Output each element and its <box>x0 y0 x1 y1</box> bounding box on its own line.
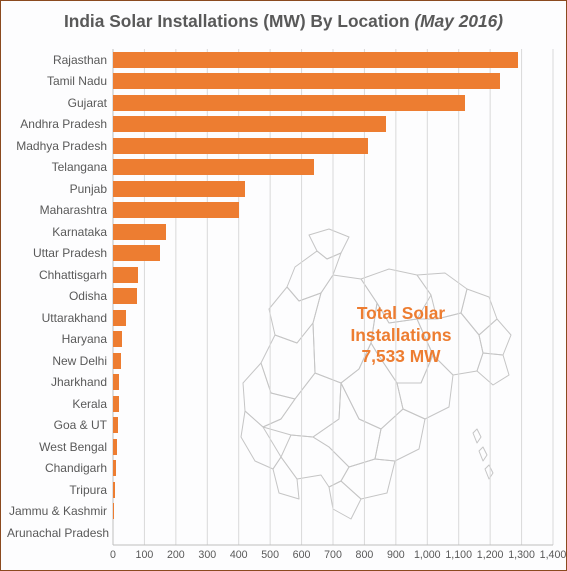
x-tick-label: 1,200 <box>477 549 504 561</box>
category-label: Maharashtra <box>7 203 107 217</box>
category-label: Telangana <box>7 160 107 174</box>
x-tick-label: 200 <box>167 549 185 561</box>
category-label: Karnataka <box>7 225 107 239</box>
bar <box>113 202 239 218</box>
x-tick-label: 1,300 <box>508 549 535 561</box>
bar <box>113 353 121 369</box>
x-tick-label: 300 <box>198 549 216 561</box>
category-label: Jammu & Kashmir <box>7 504 107 518</box>
bar-row: Uttar Pradesh <box>1 243 567 265</box>
category-label: Gujarat <box>7 96 107 110</box>
x-tick-label: 500 <box>261 549 279 561</box>
bar-row: Goa & UT <box>1 415 567 437</box>
bar-row: Rajasthan <box>1 49 567 71</box>
category-label: Uttarakhand <box>7 311 107 325</box>
x-tick-label: 1,000 <box>414 549 441 561</box>
bar-row: Telangana <box>1 157 567 179</box>
category-label: Uttar Pradesh <box>7 246 107 260</box>
category-label: Punjab <box>7 182 107 196</box>
chart-title: India Solar Installations (MW) By Locati… <box>1 11 566 32</box>
bar-row: Madhya Pradesh <box>1 135 567 157</box>
bar <box>113 73 500 89</box>
bar <box>113 95 465 111</box>
x-tick-label: 600 <box>293 549 311 561</box>
bar <box>113 288 137 304</box>
category-label: Andhra Pradesh <box>7 117 107 131</box>
x-tick-label: 900 <box>387 549 405 561</box>
x-tick-label: 100 <box>136 549 154 561</box>
category-label: Haryana <box>7 332 107 346</box>
bar-row: Karnataka <box>1 221 567 243</box>
bar <box>113 374 119 390</box>
bar <box>113 331 122 347</box>
category-label: Arunachal Pradesh <box>7 526 107 540</box>
x-tick-label: 800 <box>356 549 374 561</box>
category-label: Rajasthan <box>7 53 107 67</box>
bars-layer: Rajasthan Tamil Nadu Gujarat Andhra Pradesh… <box>1 45 567 565</box>
bar <box>113 396 119 412</box>
bar-row: Uttarakhand <box>1 307 567 329</box>
title-subtitle: (May 2016) <box>414 11 503 31</box>
bar-row: Haryana <box>1 329 567 351</box>
category-label: Madhya Pradesh <box>7 139 107 153</box>
category-label: Tripura <box>7 483 107 497</box>
bar-row: Odisha <box>1 286 567 308</box>
bar-row: Chandigarh <box>1 458 567 480</box>
bar-row: Kerala <box>1 393 567 415</box>
bar-row: Gujarat <box>1 92 567 114</box>
bar <box>113 417 118 433</box>
category-label: West Bengal <box>7 440 107 454</box>
category-label: Chhattisgarh <box>7 268 107 282</box>
bar-row: New Delhi <box>1 350 567 372</box>
bar-row: Chhattisgarh <box>1 264 567 286</box>
category-label: New Delhi <box>7 354 107 368</box>
category-label: Kerala <box>7 397 107 411</box>
category-label: Chandigarh <box>7 461 107 475</box>
category-label: Goa & UT <box>7 418 107 432</box>
bar <box>113 460 116 476</box>
bar-row: West Bengal <box>1 436 567 458</box>
x-tick-label: 0 <box>110 549 116 561</box>
title-main: India Solar Installations (MW) By Locati… <box>64 11 410 31</box>
bar <box>113 138 368 154</box>
bar <box>113 482 115 498</box>
bar <box>113 181 245 197</box>
bar <box>113 159 314 175</box>
bar-row: Andhra Pradesh <box>1 114 567 136</box>
category-label: Odisha <box>7 289 107 303</box>
bar <box>113 52 518 68</box>
bar <box>113 310 126 326</box>
chart-area: Rajasthan Tamil Nadu Gujarat Andhra Pradesh… <box>1 45 567 565</box>
bar <box>113 116 386 132</box>
bar-row: Tamil Nadu <box>1 71 567 93</box>
x-tick-label: 1,400 <box>540 549 567 561</box>
x-tick-label: 700 <box>324 549 342 561</box>
category-label: Tamil Nadu <box>7 74 107 88</box>
bar <box>113 245 160 261</box>
bar-row: Maharashtra <box>1 200 567 222</box>
bar-row: Tripura <box>1 479 567 501</box>
bar-row: Arunachal Pradesh <box>1 522 567 544</box>
category-label: Jharkhand <box>7 375 107 389</box>
bar <box>113 267 138 283</box>
bar <box>113 224 166 240</box>
chart-frame: India Solar Installations (MW) By Locati… <box>0 0 567 571</box>
bar <box>113 439 117 455</box>
x-tick-label: 400 <box>230 549 248 561</box>
x-tick-label: 1,100 <box>445 549 472 561</box>
bar-row: Jammu & Kashmir <box>1 501 567 523</box>
bar-row: Jharkhand <box>1 372 567 394</box>
bar-row: Punjab <box>1 178 567 200</box>
